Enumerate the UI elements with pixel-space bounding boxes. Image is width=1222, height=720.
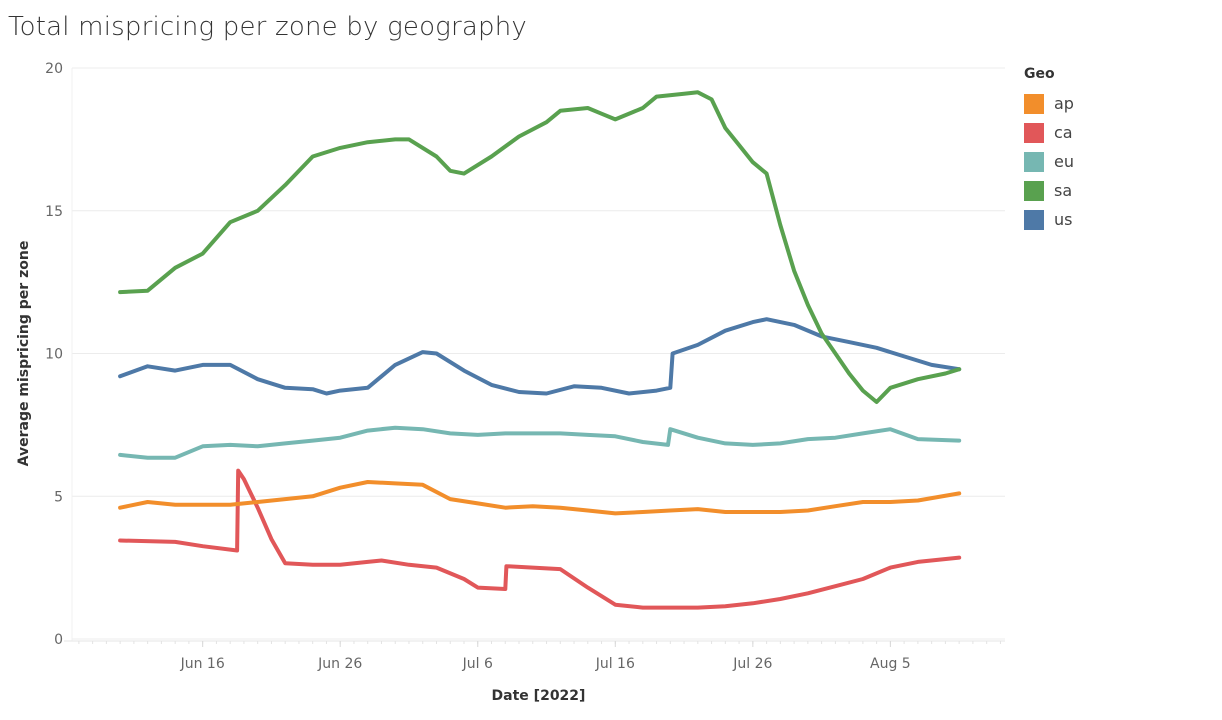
x-tick-label: Jul 26: [732, 656, 772, 672]
legend-title: Geo: [1024, 66, 1055, 82]
x-tick-label: Jul 16: [595, 656, 635, 672]
y-tick-label: 10: [45, 347, 63, 363]
legend-item-us[interactable]: us: [1024, 205, 1074, 234]
x-tick-label: Jun 16: [180, 656, 225, 672]
series-line-eu: [118, 425, 962, 460]
x-axis-label: Date [2022]: [492, 688, 586, 704]
legend-item-eu[interactable]: eu: [1024, 147, 1074, 176]
legend-swatch: [1024, 209, 1044, 230]
legend-swatch: [1024, 93, 1044, 114]
y-tick-label: 20: [45, 61, 63, 77]
y-axis-label: Average mispricing per zone: [16, 241, 32, 467]
legend-item-ap[interactable]: ap: [1024, 89, 1074, 118]
series-line-sa: [118, 90, 962, 404]
legend-label: us: [1054, 210, 1073, 229]
y-tick-label: 5: [54, 489, 63, 505]
y-tick-label: 0: [54, 632, 63, 648]
series-line-ap: [118, 480, 962, 516]
legend: Geo ap ca eu sa us: [1024, 66, 1074, 234]
x-tick-label: Jul 6: [462, 656, 493, 672]
series-line-us: [118, 317, 962, 396]
legend-swatch: [1024, 151, 1044, 172]
legend-swatch: [1024, 122, 1044, 143]
legend-label: eu: [1054, 152, 1074, 171]
legend-label: ca: [1054, 123, 1073, 142]
y-tick-label: 15: [45, 204, 63, 220]
legend-label: sa: [1054, 181, 1073, 200]
series-line-ca: [118, 468, 962, 610]
legend-item-ca[interactable]: ca: [1024, 118, 1074, 147]
legend-swatch: [1024, 180, 1044, 201]
legend-item-sa[interactable]: sa: [1024, 176, 1074, 205]
chart-title: Total mispricing per zone by geography: [8, 12, 527, 42]
x-tick-label: Aug 5: [870, 656, 911, 672]
legend-label: ap: [1054, 94, 1074, 113]
x-tick-label: Jun 26: [317, 656, 362, 672]
